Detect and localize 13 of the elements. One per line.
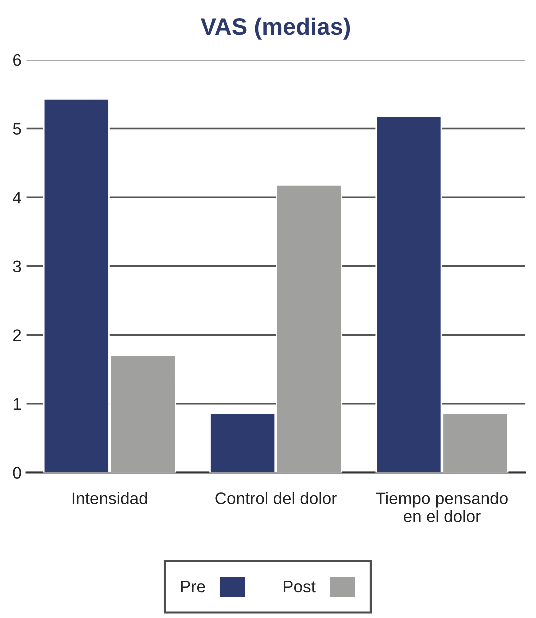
chart-title: VAS (medias) xyxy=(200,18,350,40)
legend-label: Post xyxy=(284,581,316,593)
x-tick-label: Control del dolor xyxy=(216,492,337,504)
y-tick-label: 0 xyxy=(13,467,22,479)
legend-label: Pre xyxy=(181,581,206,593)
y-tick-label: 4 xyxy=(13,192,22,204)
y-tick-label: 5 xyxy=(13,123,22,135)
x-tick-label: Intensidad xyxy=(72,492,148,504)
y-tick-label: 3 xyxy=(13,260,22,273)
y-tick-label: 6 xyxy=(14,54,22,66)
y-tick-label: 2 xyxy=(14,330,22,342)
y-tick-label: 1 xyxy=(14,398,22,410)
x-tick-label: Tiempo pensando en el dolor xyxy=(376,492,508,522)
